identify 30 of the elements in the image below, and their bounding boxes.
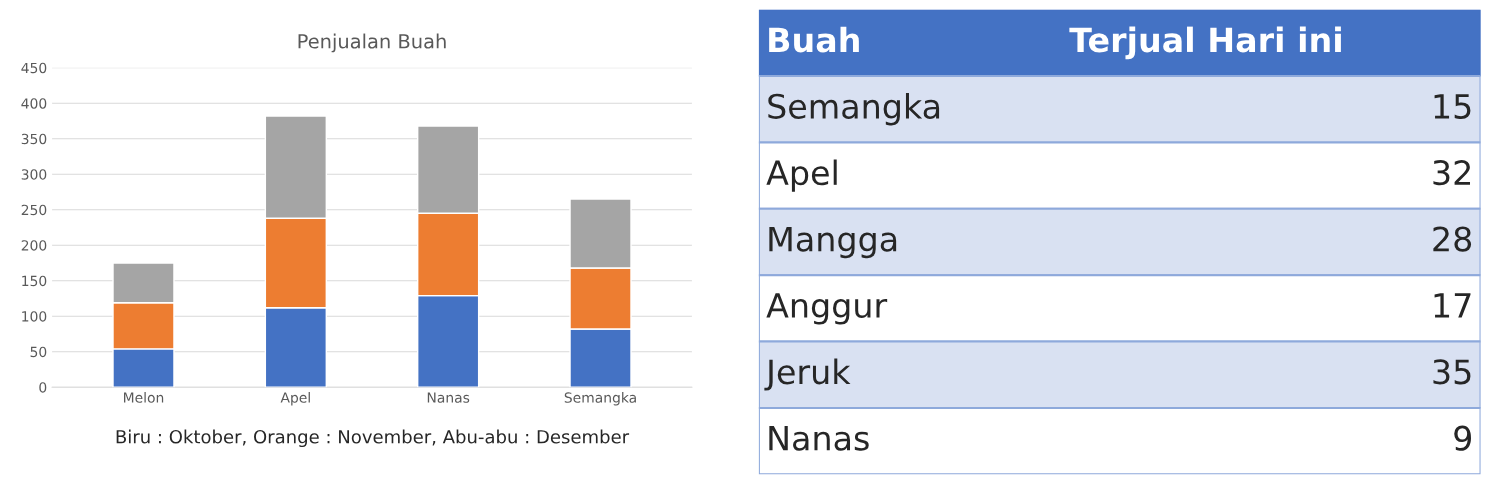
x-tick-label: Apel [280,392,310,406]
y-tick-label: 100 [22,311,47,322]
data-label: 17 [1434,293,1471,318]
y-tick-label: 300 [21,169,47,180]
category-label: Jeruk [764,358,851,391]
data-label: 9 [1454,425,1471,451]
x-tick-label: Nanas [427,392,470,403]
category-label: Anggur [766,293,888,325]
text: Buah [769,26,859,53]
category-label: Semangka [768,93,940,126]
data-label: 35 [1433,359,1471,385]
data-label: 15 [1434,94,1471,119]
y-tick-label: 350 [21,133,47,145]
y-tick-label: 400 [21,98,47,109]
category-label: Mangga [769,226,897,259]
x-tick-label: Melon [124,392,164,403]
x-tick-label: Semangka [564,392,636,406]
y-tick-label: 450 [21,62,47,74]
y-tick-label: 0 [39,382,47,393]
data-label: 32 [1433,160,1470,186]
y-tick-label: 50 [30,346,47,358]
text: Biru : Oktober, Orange : November, Abu-abu : Desember [116,429,630,448]
chart-title: Penjualan Buah [298,33,446,53]
y-tick-label: 150 [22,275,47,287]
category-label: Nanas [769,426,869,451]
y-tick-label: 250 [21,204,47,216]
y-tick-label: 200 [21,240,47,251]
data-label: 28 [1433,226,1472,252]
category-label: Apel [766,159,837,192]
text: Terjual Hari ini [1069,26,1341,60]
